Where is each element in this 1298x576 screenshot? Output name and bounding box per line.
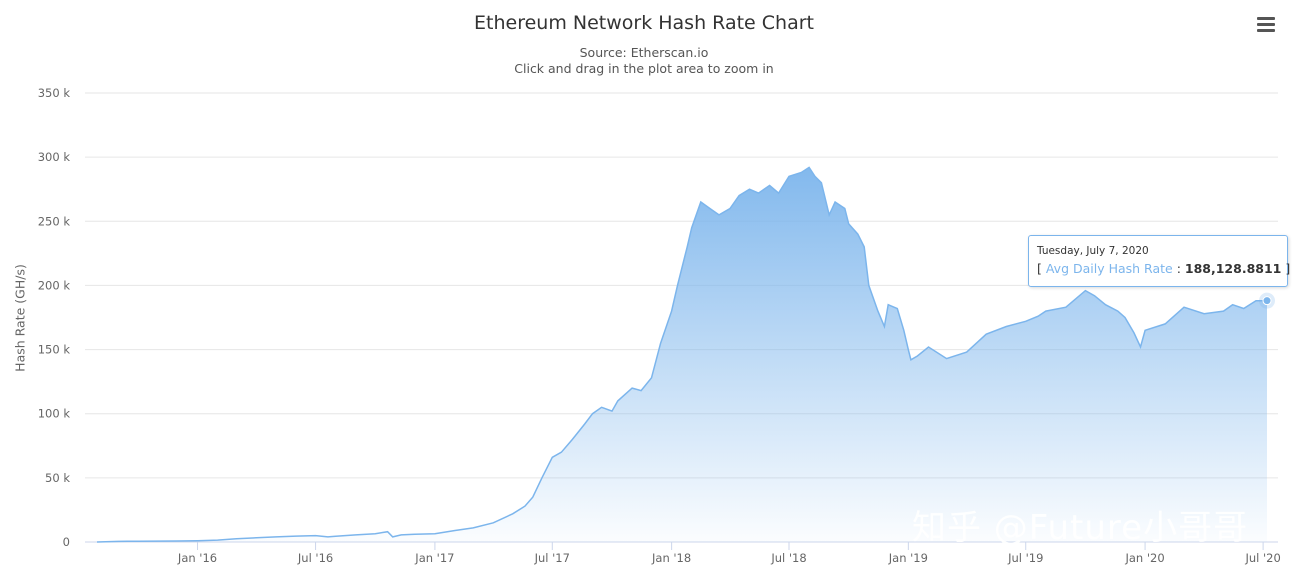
y-tick-label: 250 k [38, 214, 71, 228]
y-tick-label: 150 k [38, 343, 71, 357]
y-tick-label: 50 k [45, 471, 70, 485]
hamburger-menu-icon[interactable] [1252, 14, 1280, 38]
series-area-fill [97, 167, 1267, 542]
x-tick-label: Jan '17 [414, 551, 454, 565]
tooltip-date: Tuesday, July 7, 2020 [1037, 245, 1149, 257]
chart-subtitle-source: Source: Etherscan.io [579, 45, 709, 60]
series-line [96, 166, 1268, 543]
x-tick-label: Jul '17 [534, 551, 570, 565]
x-tick-label: Jul '16 [297, 551, 333, 565]
x-tick-label: Jul '18 [770, 551, 806, 565]
watermark-text: 知乎 @Future小哥哥 [912, 508, 1249, 548]
y-tick-label: 0 [63, 535, 70, 549]
x-tick-label: Jan '18 [651, 551, 691, 565]
y-tick-label: 100 k [38, 407, 71, 421]
series-area [96, 166, 1268, 543]
hover-marker [1259, 292, 1275, 309]
y-tick-label: 350 k [38, 86, 71, 100]
tooltip-series-name: Avg Daily Hash Rate [1045, 261, 1173, 276]
tooltip: Tuesday, July 7, 2020 [ Avg Daily Hash R… [1028, 235, 1291, 287]
chart-title: Ethereum Network Hash Rate Chart [474, 12, 814, 34]
hover-point [1262, 296, 1272, 306]
y-tick-label: 300 k [38, 150, 71, 164]
y-axis-ticks: 0 50 k 100 k 150 k 200 k 250 k 300 k 350 k [38, 86, 71, 549]
x-axis-ticks: Jan '16 Jul '16 Jan '17 Jul '17 Jan '18 Jul '… [177, 542, 1281, 565]
x-tick-label: Jan '20 [1124, 551, 1164, 565]
tooltip-value: 188,128.8811 [1184, 261, 1282, 276]
x-tick-label: Jan '19 [888, 551, 928, 565]
chart-subtitle-zoom-hint: Click and drag in the plot area to zoom … [514, 61, 774, 76]
tooltip-line: [ Avg Daily Hash Rate : 188,128.8811 ] [1037, 261, 1291, 276]
x-tick-label: Jul '19 [1007, 551, 1043, 565]
x-tick-label: Jul '20 [1244, 551, 1280, 565]
y-tick-label: 200 k [38, 278, 71, 292]
x-tick-label: Jan '16 [177, 551, 217, 565]
